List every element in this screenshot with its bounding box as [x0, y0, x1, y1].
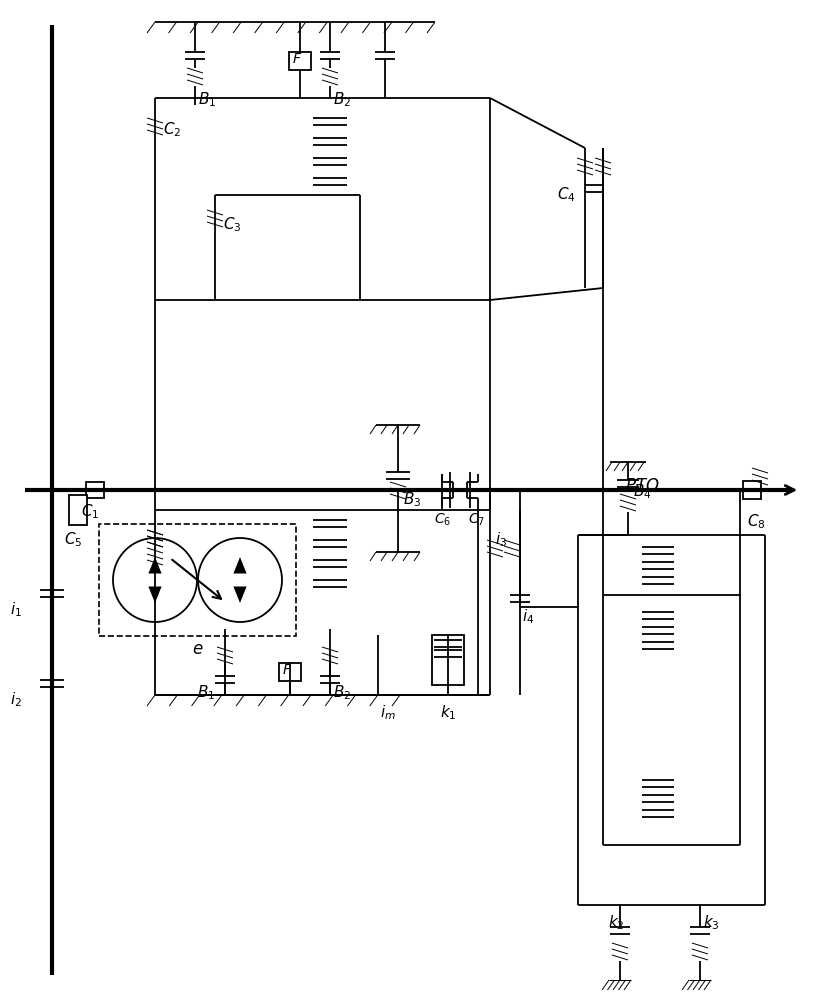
Text: $i_3$: $i_3$	[495, 530, 507, 549]
Text: $F$: $F$	[292, 52, 302, 66]
Text: $B_1$: $B_1$	[198, 90, 216, 109]
Polygon shape	[233, 586, 246, 603]
Text: $C_2$: $C_2$	[163, 120, 181, 139]
Text: $C_7$: $C_7$	[468, 512, 485, 528]
Text: $B_2$: $B_2$	[333, 90, 351, 109]
Text: $i_m$: $i_m$	[380, 703, 396, 722]
Text: $C_4$: $C_4$	[557, 185, 576, 204]
Text: $i_1$: $i_1$	[10, 600, 22, 619]
Bar	[99, 524, 296, 636]
Text: $C_5$: $C_5$	[64, 530, 82, 549]
Bar	[279, 663, 301, 681]
Text: $B_4$: $B_4$	[633, 482, 652, 501]
Bar	[289, 52, 311, 70]
Text: $C_6$: $C_6$	[434, 512, 452, 528]
Text: $B_3$: $B_3$	[403, 490, 421, 509]
Polygon shape	[233, 557, 246, 574]
Text: $C_8$: $C_8$	[747, 512, 765, 531]
Bar	[743, 481, 761, 499]
Text: $k_3$: $k_3$	[703, 913, 719, 932]
Text: $B_1$: $B_1$	[197, 683, 215, 702]
Text: $e$: $e$	[192, 641, 204, 658]
Bar	[432, 635, 464, 685]
Polygon shape	[148, 557, 162, 574]
Text: $C_3$: $C_3$	[223, 215, 241, 234]
Text: $B_2$: $B_2$	[333, 683, 351, 702]
Bar	[86, 482, 104, 498]
Text: $i_4$: $i_4$	[522, 607, 534, 626]
Text: $k_1$: $k_1$	[440, 703, 456, 722]
Bar	[69, 495, 87, 525]
Text: $F$: $F$	[282, 663, 293, 677]
Text: $C_1$: $C_1$	[81, 502, 100, 521]
Text: $i_2$: $i_2$	[10, 690, 22, 709]
Text: $PTO$: $PTO$	[625, 478, 659, 495]
Polygon shape	[148, 586, 162, 603]
Text: $k_2$: $k_2$	[608, 913, 625, 932]
